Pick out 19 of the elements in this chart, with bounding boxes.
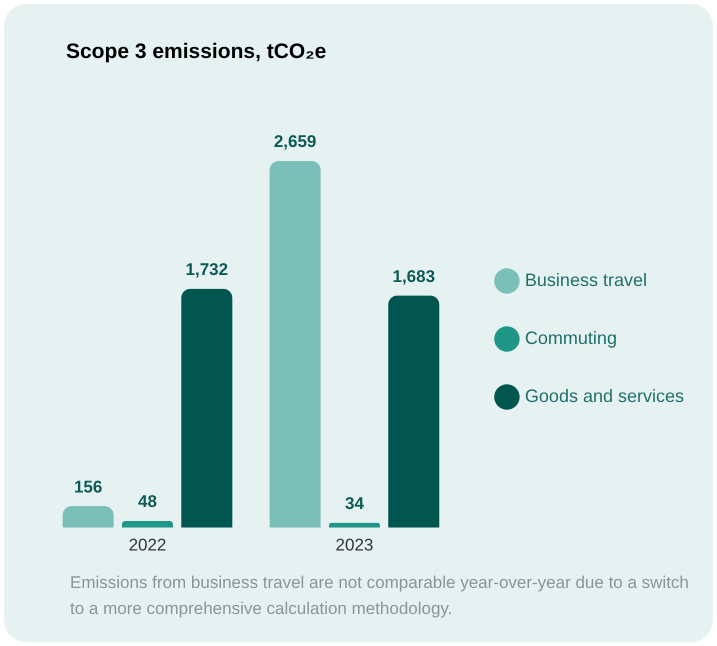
bar xyxy=(122,520,173,528)
data-label: 1,683 xyxy=(392,266,436,286)
data-label: 1,732 xyxy=(186,260,228,279)
x-tick-label: 2022 xyxy=(128,535,166,554)
legend-label: Commuting xyxy=(524,328,617,348)
data-label: 48 xyxy=(138,492,157,512)
x-tick-label: 2023 xyxy=(336,535,374,554)
legend-label: Business travel xyxy=(524,270,647,290)
bar xyxy=(62,506,114,528)
bar xyxy=(388,296,440,528)
data-label: 156 xyxy=(74,477,102,496)
text: Emissions from business travel are not comparable year-over-year due to a switch to a more comprehensive calculation methodology. xyxy=(70,572,690,620)
data-label: 2,659 xyxy=(274,132,316,152)
legend-label: Goods and services xyxy=(524,386,684,406)
bar xyxy=(181,288,232,528)
data-label: 34 xyxy=(344,494,364,514)
chart-title: Scope 3 emissions, tCO₂e xyxy=(66,40,326,64)
bar xyxy=(270,161,321,528)
bar xyxy=(328,522,380,528)
